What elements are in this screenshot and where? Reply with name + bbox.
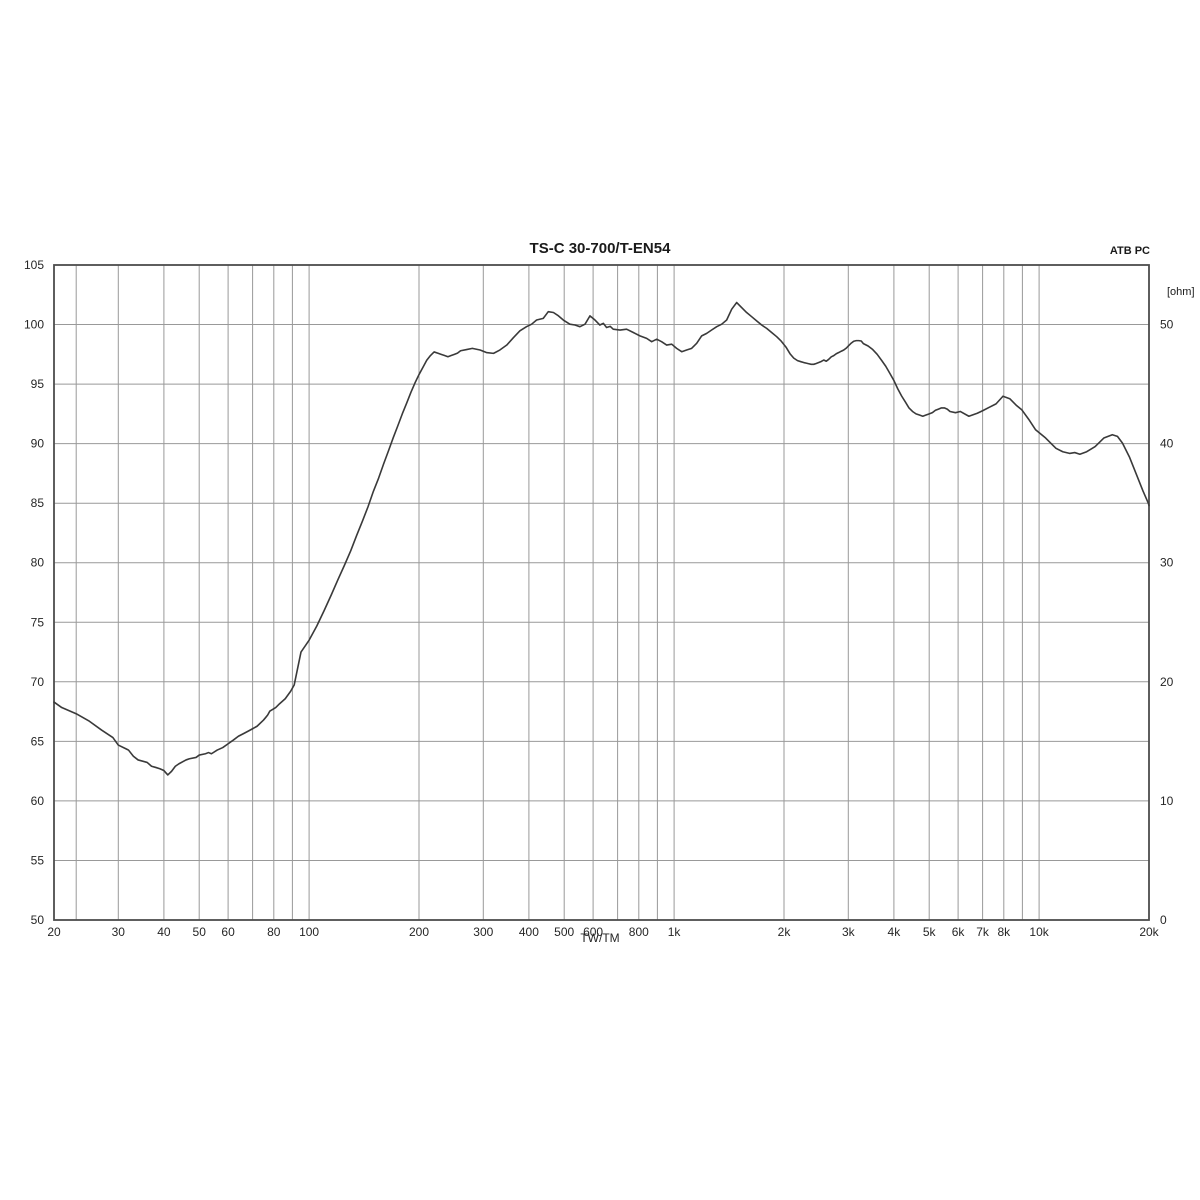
- svg-text:800: 800: [629, 925, 649, 939]
- svg-text:[ohm]: [ohm]: [1167, 286, 1195, 298]
- svg-text:5k: 5k: [923, 925, 937, 939]
- svg-text:TW/TM: TW/TM: [580, 931, 619, 945]
- svg-text:90: 90: [31, 437, 45, 451]
- svg-text:30: 30: [1160, 556, 1174, 570]
- svg-text:10k: 10k: [1029, 925, 1049, 939]
- svg-text:7k: 7k: [976, 925, 990, 939]
- svg-text:500: 500: [554, 925, 574, 939]
- svg-text:0: 0: [1160, 913, 1167, 927]
- svg-text:TS-C 30-700/T-EN54: TS-C 30-700/T-EN54: [530, 240, 672, 257]
- svg-text:20: 20: [47, 925, 61, 939]
- svg-text:75: 75: [31, 615, 45, 629]
- svg-text:400: 400: [519, 925, 539, 939]
- svg-text:8k: 8k: [997, 925, 1011, 939]
- svg-text:60: 60: [221, 925, 235, 939]
- svg-text:70: 70: [31, 675, 45, 689]
- svg-text:60: 60: [31, 794, 45, 808]
- svg-text:ATB PC: ATB PC: [1110, 245, 1150, 257]
- svg-text:200: 200: [409, 925, 429, 939]
- svg-text:40: 40: [1160, 437, 1174, 451]
- svg-text:100: 100: [299, 925, 319, 939]
- svg-text:80: 80: [267, 925, 281, 939]
- svg-text:2k: 2k: [778, 925, 792, 939]
- svg-text:65: 65: [31, 734, 45, 748]
- svg-text:1k: 1k: [668, 925, 682, 939]
- svg-text:20k: 20k: [1139, 925, 1159, 939]
- svg-text:300: 300: [473, 925, 493, 939]
- svg-text:50: 50: [31, 913, 45, 927]
- svg-text:3k: 3k: [842, 925, 856, 939]
- svg-text:4k: 4k: [888, 925, 902, 939]
- svg-text:105: 105: [24, 258, 44, 272]
- svg-text:30: 30: [112, 925, 126, 939]
- svg-text:6k: 6k: [952, 925, 966, 939]
- svg-text:50: 50: [1160, 318, 1174, 332]
- svg-text:20: 20: [1160, 675, 1174, 689]
- svg-text:85: 85: [31, 496, 45, 510]
- svg-text:80: 80: [31, 556, 45, 570]
- svg-text:50: 50: [193, 925, 207, 939]
- svg-text:40: 40: [157, 925, 171, 939]
- svg-text:100: 100: [24, 318, 44, 332]
- svg-text:95: 95: [31, 377, 45, 391]
- svg-text:55: 55: [31, 854, 45, 868]
- svg-text:10: 10: [1160, 794, 1174, 808]
